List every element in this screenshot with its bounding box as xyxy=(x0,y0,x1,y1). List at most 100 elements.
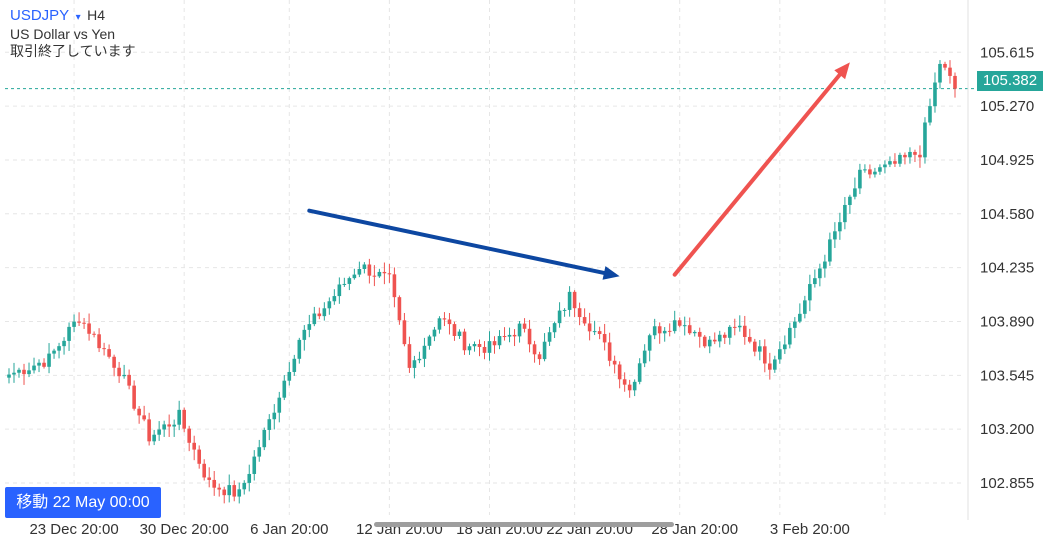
candle-body xyxy=(342,283,347,285)
candle-body xyxy=(37,362,41,366)
candle-body xyxy=(747,336,752,342)
candle-body xyxy=(157,429,161,435)
candle-body xyxy=(863,169,867,171)
y-tick-label: 103.890 xyxy=(980,313,1034,330)
chevron-down-icon[interactable]: ▾ xyxy=(75,12,81,23)
candle-body xyxy=(908,151,912,158)
candle-body xyxy=(117,367,121,377)
candle-body xyxy=(422,345,427,359)
arrow-head xyxy=(602,266,620,280)
candle-body xyxy=(617,364,622,380)
timeframe-label[interactable]: H4 xyxy=(87,7,106,23)
candle-body xyxy=(737,325,742,328)
candle-body xyxy=(17,369,21,373)
candle-body xyxy=(392,274,397,298)
candle-body xyxy=(773,359,777,370)
blue-trend-arrow xyxy=(307,208,606,275)
candle-body xyxy=(187,428,191,443)
candle-body xyxy=(522,323,527,329)
candle-body xyxy=(292,358,297,372)
symbol-row[interactable]: USDJPY ▾ H4 xyxy=(10,7,136,26)
candle-body xyxy=(607,342,612,361)
candle-body xyxy=(237,489,242,497)
candle-body xyxy=(102,348,106,350)
candle-body xyxy=(627,384,632,391)
candle-body xyxy=(257,447,262,457)
candle-body xyxy=(222,489,227,496)
candle-body xyxy=(808,284,812,301)
candle-body xyxy=(672,320,677,332)
axis-layer: 105.615 105.270 104.925 104.580 104.235 103.8… xyxy=(29,0,1034,538)
candle-body xyxy=(803,300,807,314)
candle-body xyxy=(813,278,817,285)
candle-body xyxy=(72,321,76,327)
candle-body xyxy=(552,323,557,333)
candle-body xyxy=(592,331,597,333)
candle-body xyxy=(582,317,587,324)
candle-body xyxy=(82,322,86,324)
candle-body xyxy=(727,326,732,338)
candle-body xyxy=(332,296,337,302)
candle-body xyxy=(367,264,372,276)
candle-body xyxy=(372,275,377,277)
candle-body xyxy=(402,320,407,345)
candle-body xyxy=(277,397,282,413)
candle-body xyxy=(682,325,687,327)
candle-body xyxy=(7,374,11,378)
candle-body xyxy=(712,339,717,342)
candle-body xyxy=(482,346,487,353)
candle-body xyxy=(182,409,186,429)
candle-body xyxy=(943,63,947,68)
instrument-description: US Dollar vs Yen xyxy=(10,26,116,42)
candle-body xyxy=(637,363,642,382)
candle-body xyxy=(873,171,877,175)
candle-body xyxy=(127,374,131,386)
candle-body xyxy=(878,167,882,172)
candle-body xyxy=(467,346,472,351)
candle-body xyxy=(362,264,367,270)
candle-body xyxy=(152,434,156,442)
current-price-tag: 105.382 xyxy=(977,71,1043,91)
candle-body xyxy=(762,346,767,364)
candle-body xyxy=(707,339,712,347)
candle-body xyxy=(597,331,602,335)
candle-body xyxy=(262,429,267,448)
candle-body xyxy=(42,362,46,367)
candle-body xyxy=(632,381,637,391)
candle-body xyxy=(948,67,952,76)
candle-body xyxy=(793,321,797,328)
candle-body xyxy=(692,331,697,334)
candle-body xyxy=(432,329,437,337)
y-tick-label: 105.270 xyxy=(980,98,1034,115)
candle-body xyxy=(742,325,747,337)
candle-body xyxy=(22,369,26,375)
candle-body xyxy=(798,313,802,322)
y-tick-label: 103.545 xyxy=(980,367,1034,384)
candle-body xyxy=(542,341,547,360)
candle-body xyxy=(242,482,247,490)
candle-body xyxy=(868,169,872,175)
candle-body xyxy=(87,323,91,334)
candle-body xyxy=(557,310,562,324)
candle-body xyxy=(567,291,572,310)
y-tick-label: 105.615 xyxy=(980,44,1034,61)
candle-body xyxy=(317,313,322,317)
candle-body xyxy=(322,308,327,317)
candle-body xyxy=(267,419,272,430)
candle-body xyxy=(843,204,847,223)
candle-body xyxy=(768,363,772,370)
candle-body xyxy=(502,336,507,338)
candle-body xyxy=(928,106,932,123)
symbol-label[interactable]: USDJPY xyxy=(10,7,70,24)
candle-body xyxy=(652,326,657,336)
candle-body xyxy=(757,346,762,352)
arrow-head xyxy=(834,62,850,80)
candle-body xyxy=(177,409,181,425)
candle-body xyxy=(853,188,857,197)
goto-date-button[interactable]: 移動 22 May 00:00 xyxy=(5,487,161,518)
candle-body xyxy=(307,324,312,330)
candle-body xyxy=(547,332,552,342)
candle-body xyxy=(732,326,737,328)
time-scrollbar[interactable] xyxy=(374,522,674,527)
